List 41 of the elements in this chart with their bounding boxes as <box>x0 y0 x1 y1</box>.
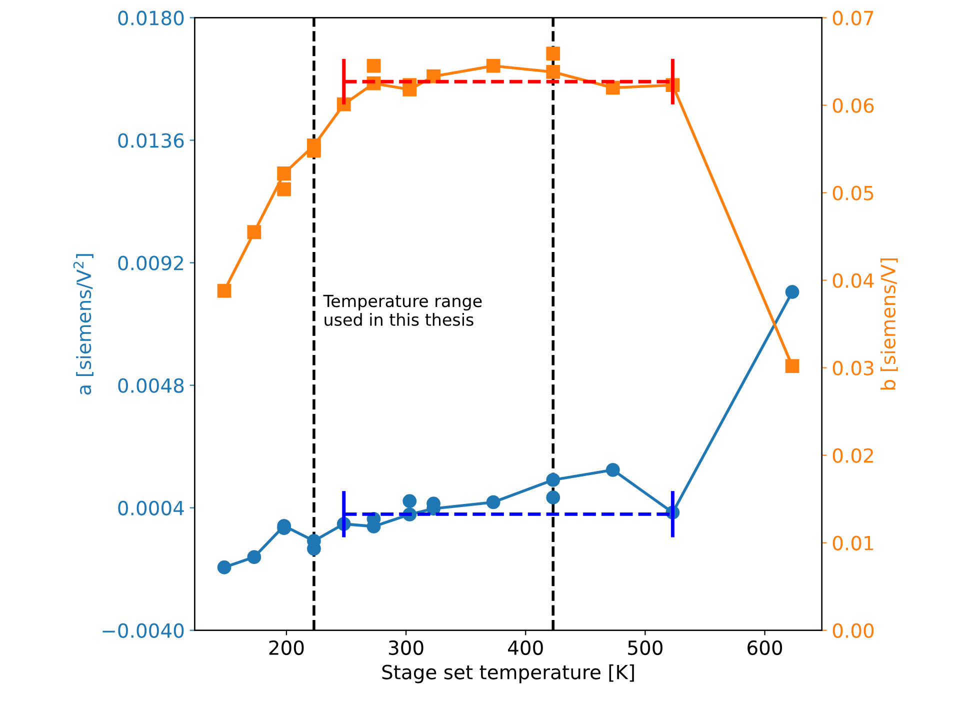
y-tick-label: 0.0180 <box>118 10 184 26</box>
y2-tick-label: 0.06 <box>832 98 874 113</box>
point <box>606 462 620 477</box>
point <box>546 65 560 79</box>
point <box>785 285 800 299</box>
point <box>366 58 381 73</box>
point <box>217 560 232 574</box>
point <box>785 359 800 373</box>
point <box>546 472 560 487</box>
y2-tick-label: 0.03 <box>832 360 874 376</box>
point <box>486 58 500 73</box>
y-tick-label: 0.0048 <box>118 378 184 393</box>
y-tick-label: 0.0004 <box>118 500 184 516</box>
point <box>277 182 292 196</box>
y-axis-title: a [siemens/V$^{2}$] <box>73 254 94 395</box>
point <box>402 494 417 508</box>
point <box>307 144 321 158</box>
y2-tick-label: 0.00 <box>832 623 874 638</box>
y2-axis-title: b [siemens/V] <box>880 258 898 390</box>
y2-tick-label: 0.02 <box>832 448 873 463</box>
x-axis-title: Stage set temperature [K] <box>382 664 634 684</box>
annotation: Temperature range used in this thesis <box>323 294 482 326</box>
y-tick-label: 0.0092 <box>118 256 184 270</box>
point <box>486 495 500 510</box>
point <box>546 490 560 504</box>
x-tick-label: 200 <box>269 640 304 656</box>
y2-tick-label: 0.01 <box>832 536 874 550</box>
point <box>277 166 292 180</box>
point <box>247 225 262 240</box>
x-tick-label: 400 <box>508 640 543 656</box>
y-tick-label: 0.0136 <box>118 133 184 148</box>
x-tick-label: 600 <box>748 640 782 656</box>
y2-tick-label: 0.04 <box>832 273 874 288</box>
x-tick-label: 500 <box>628 640 662 656</box>
y-tick-label: −0.0040 <box>102 623 184 638</box>
point <box>546 46 560 61</box>
point <box>247 550 262 564</box>
y2-tick-label: 0.05 <box>832 186 874 200</box>
point <box>217 284 232 298</box>
y2-tick-label: 0.07 <box>832 10 874 26</box>
x-tick-label: 300 <box>388 640 424 656</box>
